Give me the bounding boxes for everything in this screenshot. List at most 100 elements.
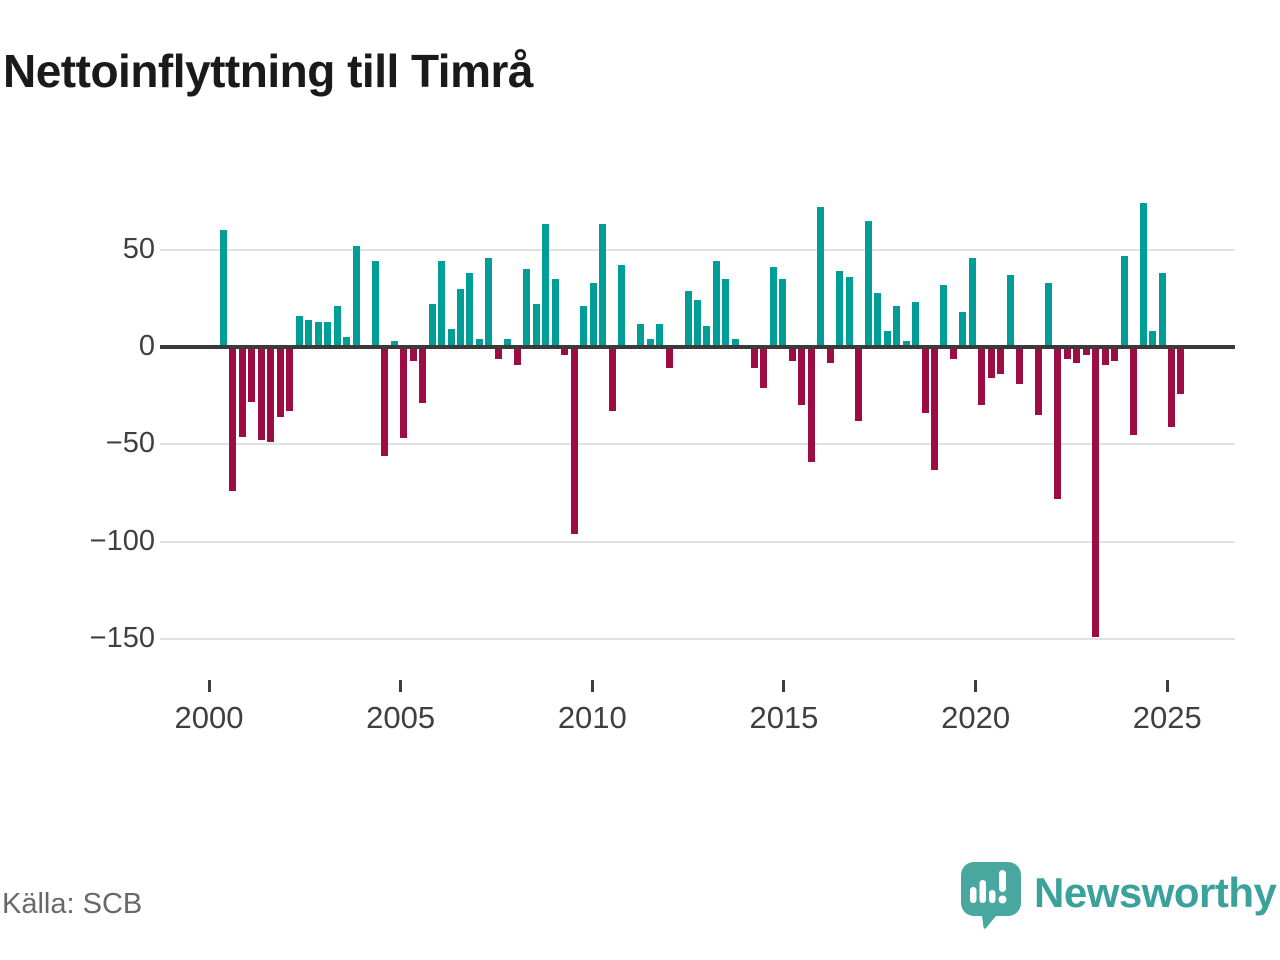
bar-2008-q4 [542,224,550,347]
bar-2001-q4 [276,349,284,418]
bar-2004-q4 [390,341,398,347]
bar-2022-q4 [1073,349,1081,363]
bar-2003-q3 [343,337,351,347]
bar-2015-q1 [779,278,787,347]
bar-2006-q3 [457,288,464,347]
bar-2018-q4 [921,349,929,414]
bar-2020-q4 [997,349,1005,375]
bar-2007-q1 [475,339,483,347]
bar-2021-q1 [1006,275,1014,347]
bar-2007-q2 [485,257,493,347]
bar-2011-q2 [637,323,645,347]
x-axis-label-2020: 2020 [941,700,1011,735]
bar-2010-q2 [599,224,607,347]
bar-2019-q1 [931,349,938,470]
bar-2000-q3 [229,349,237,491]
bar-2022-q2 [1054,349,1062,499]
bar-2013-q2 [712,261,720,347]
bar-2014-q3 [760,349,768,388]
bar-2021-q4 [1035,349,1043,416]
x-axis-tick-2020 [974,680,978,692]
bar-2000-q4 [238,349,246,437]
newsworthy-wordmark: Newsworthy [1034,869,1277,916]
bar-2018-q2 [902,341,910,347]
bar-2000-q2 [220,230,227,347]
bar-2025-q3 [1177,349,1185,394]
bar-2025-q1 [1158,273,1166,347]
bar-2003-q4 [352,245,360,347]
bar-2002-q4 [314,321,322,347]
bar-2006-q4 [466,273,474,347]
bar-2005-q3 [419,349,427,404]
bar-2006-q2 [447,329,455,347]
newsworthy-branding: Newsworthy [958,860,1278,932]
bar-2017-q3 [874,292,882,347]
gridline-y--150 [160,637,1235,640]
y-axis-label-50: 50 [122,232,155,265]
bar-2023-q2 [1092,349,1100,637]
x-axis-tick-2015 [782,680,786,692]
x-axis-label-2000: 2000 [174,700,244,735]
bar-2020-q2 [978,349,986,406]
x-axis-label-2015: 2015 [749,700,819,735]
bar-2003-q1 [324,321,332,347]
bar-2024-q4 [1149,331,1157,347]
bar-2024-q3 [1139,203,1147,347]
bar-2010-q4 [618,265,626,347]
bar-2005-q1 [400,349,408,439]
bar-2005-q2 [409,349,417,361]
bar-2021-q2 [1016,349,1024,384]
bar-2005-q4 [428,304,436,347]
x-axis-tick-2005 [399,680,403,692]
bar-2011-q3 [646,339,654,347]
bar-2002-q3 [305,319,313,347]
bar-2001-q2 [257,349,265,441]
bar-2016-q2 [826,349,834,363]
bar-2016-q4 [845,276,853,347]
bar-2007-q4 [504,339,512,347]
bar-2013-q3 [722,278,730,347]
bar-2009-q1 [551,278,559,347]
bar-2017-q2 [864,220,872,347]
y-axis-label--100: −100 [89,524,155,557]
bar-2016-q1 [817,206,825,347]
bar-2002-q1 [286,349,294,412]
bar-2019-q4 [959,311,967,347]
bar-2014-q2 [750,349,758,369]
bar-2009-q4 [580,306,588,347]
bar-2015-q4 [807,349,815,462]
bar-2008-q1 [513,349,521,365]
bar-2020-q3 [987,349,995,379]
bar-2023-q1 [1082,349,1090,355]
bar-2012-q3 [684,290,692,347]
bar-2017-q1 [855,349,863,421]
bar-2015-q3 [798,349,806,406]
bar-2013-q1 [703,325,711,347]
bar-2014-q4 [769,267,777,347]
bar-2016-q3 [836,271,844,347]
gridline-y--50 [160,443,1235,446]
newsworthy-logo-icon [961,862,1021,929]
x-axis-label-2005: 2005 [366,700,436,735]
bar-2010-q1 [589,282,597,347]
bar-2009-q3 [570,349,578,534]
bar-2006-q1 [438,261,446,347]
bar-2015-q2 [788,349,796,361]
bar-2025-q2 [1168,349,1175,427]
bar-2004-q2 [371,261,379,347]
bar-2018-q1 [893,306,901,347]
bar-2013-q4 [731,339,739,347]
bar-2001-q1 [248,349,256,402]
bar-2011-q4 [656,323,664,347]
y-axis-label-0: 0 [138,330,155,362]
bar-2022-q3 [1063,349,1071,359]
bar-2003-q2 [333,306,341,347]
bar-2024-q2 [1130,349,1138,435]
bar-2010-q3 [608,349,616,412]
bar-2024-q1 [1120,255,1128,347]
bar-2018-q3 [912,302,920,347]
chart-title: Nettoinflyttning till Timrå [3,45,533,97]
bar-2023-q4 [1111,349,1119,361]
bar-2019-q2 [940,284,948,347]
